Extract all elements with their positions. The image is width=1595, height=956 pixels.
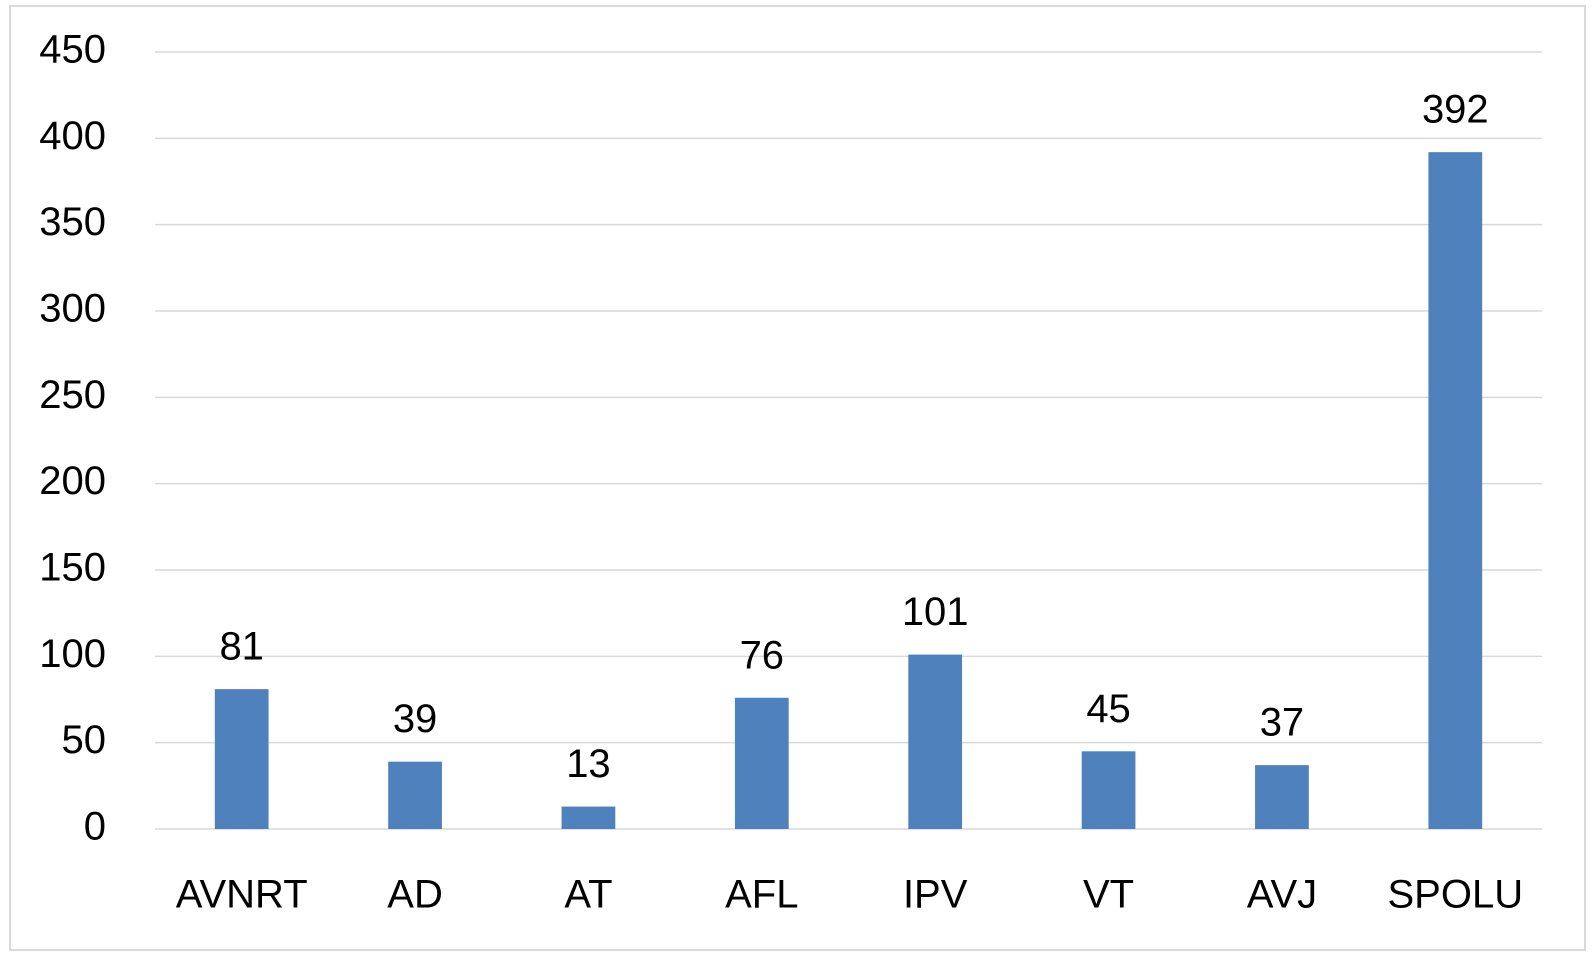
data-label: 39 bbox=[393, 697, 438, 741]
x-tick-label: AFL bbox=[725, 873, 798, 917]
bar bbox=[214, 689, 269, 829]
data-label: 45 bbox=[1086, 687, 1131, 731]
bar bbox=[908, 654, 963, 829]
x-tick-label: IPV bbox=[903, 873, 968, 917]
data-label: 81 bbox=[219, 625, 264, 669]
data-label: 37 bbox=[1260, 701, 1305, 745]
y-tick-label: 250 bbox=[39, 373, 106, 417]
x-tick-label: SPOLU bbox=[1388, 873, 1524, 917]
chart-frame bbox=[9, 5, 1586, 951]
y-tick-label: 400 bbox=[39, 114, 106, 158]
x-tick-label: AD bbox=[387, 873, 443, 917]
y-tick-label: 100 bbox=[39, 632, 106, 676]
x-tick-label: AVJ bbox=[1247, 873, 1317, 917]
y-tick-label: 300 bbox=[39, 287, 106, 331]
y-tick-label: 350 bbox=[39, 200, 106, 244]
data-label: 392 bbox=[1422, 88, 1489, 132]
bar bbox=[1428, 152, 1483, 829]
y-tick-label: 0 bbox=[84, 805, 106, 849]
y-tick-label: 450 bbox=[39, 28, 106, 72]
data-label: 76 bbox=[740, 633, 785, 677]
x-tick-label: AVNRT bbox=[176, 873, 308, 917]
y-tick-label: 150 bbox=[39, 546, 106, 590]
data-label: 13 bbox=[566, 742, 611, 786]
y-tick-label: 50 bbox=[62, 718, 107, 762]
data-label: 101 bbox=[902, 590, 969, 634]
x-tick-label: VT bbox=[1083, 873, 1134, 917]
bar bbox=[561, 806, 616, 829]
bar bbox=[388, 761, 442, 829]
bar bbox=[1255, 765, 1309, 829]
bar bbox=[1081, 751, 1136, 829]
bar bbox=[734, 697, 789, 829]
y-tick-label: 200 bbox=[39, 459, 106, 503]
x-tick-label: AT bbox=[564, 873, 612, 917]
